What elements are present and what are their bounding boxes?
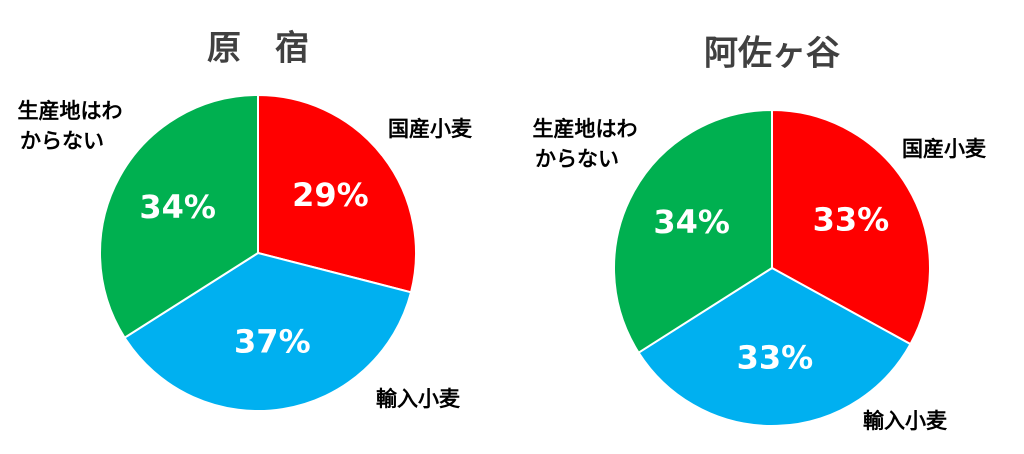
data-label: 34% — [653, 203, 730, 241]
chart-title: 阿佐ヶ谷 — [704, 34, 840, 74]
category-label: 生産地はわからない — [18, 99, 123, 153]
pie-slice — [637, 266, 912, 427]
data-label: 33% — [737, 339, 814, 377]
category-label: 輸入小麦 — [863, 409, 948, 433]
data-label: 34% — [139, 188, 216, 226]
pie-slice — [613, 108, 773, 355]
data-label: 33% — [813, 200, 890, 238]
category-label: 生産地はわからない — [533, 117, 638, 171]
category-label: 国産小麦 — [902, 137, 987, 161]
data-label: 29% — [292, 176, 369, 214]
pie-slice — [99, 93, 259, 340]
chart-title: 原 宿 — [207, 29, 309, 69]
pie-slice — [257, 93, 417, 294]
pie-slice — [771, 108, 931, 346]
category-label: 輸入小麦 — [376, 387, 461, 411]
data-label: 37% — [234, 323, 311, 361]
category-label: 国産小麦 — [388, 117, 473, 141]
